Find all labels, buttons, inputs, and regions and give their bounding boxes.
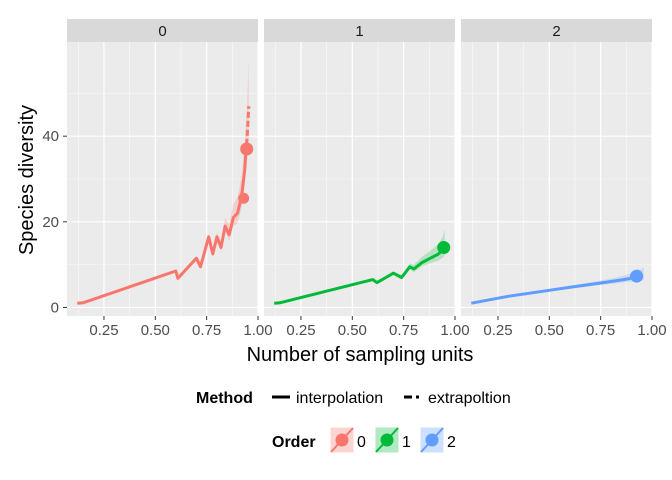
legend-order-label: 2	[447, 434, 456, 451]
facet-strip-label: 0	[158, 23, 166, 40]
facet-panel-1: 1	[264, 19, 456, 316]
legend-order-label: 1	[402, 434, 411, 451]
legend-label-extrapolation: extrapoltion	[428, 390, 511, 407]
extrapolation-line	[245, 106, 251, 145]
y-tick-label: 0	[51, 299, 59, 316]
x-tick-label: 0.25	[89, 322, 118, 339]
x-axis-title: Number of sampling units	[247, 344, 474, 366]
legend-order-keys: 0 1 2	[330, 427, 456, 453]
y-axis-title: Species diversity	[16, 105, 38, 255]
x-tick-label: 1.00	[440, 322, 469, 339]
x-tick-label: 0.50	[535, 322, 564, 339]
legend-order-key-2: 2	[420, 427, 456, 453]
facet-strip-label: 1	[355, 23, 363, 40]
interpolation-line	[77, 144, 249, 305]
x-tick-label: 0.50	[338, 322, 367, 339]
facet-panels: 0 1 2	[67, 19, 653, 316]
legend-order-label: 0	[357, 434, 366, 451]
x-tick-label: 0.75	[192, 322, 221, 339]
interpolation-line	[471, 276, 636, 305]
observed-point	[437, 241, 451, 254]
observed-point	[630, 269, 644, 283]
facet-panel-2: 2	[461, 19, 653, 316]
x-tick-label: 0.25	[286, 322, 315, 339]
x-tick-label: 1.00	[637, 322, 666, 339]
x-tick-label: 0.75	[389, 322, 418, 339]
legend-method-title: Method	[196, 390, 253, 407]
y-axis: 0 20 40	[42, 128, 67, 316]
observed-point	[238, 192, 250, 204]
facet-strip	[264, 19, 455, 42]
facet-strip	[67, 19, 258, 42]
legend-order-key-0: 0	[330, 427, 366, 453]
x-tick-label: 0.50	[141, 322, 170, 339]
legend-order-title: Order	[272, 434, 316, 451]
x-tick-label: 0.25	[483, 322, 512, 339]
facet-strip	[461, 19, 652, 42]
legend-key-point	[335, 433, 349, 447]
legend-key-point	[380, 433, 394, 447]
x-tick-label: 1.00	[243, 322, 272, 339]
y-tick-label: 40	[42, 128, 59, 145]
interpolation-line	[274, 248, 444, 305]
facet-strip-label: 2	[552, 23, 560, 40]
x-axis: 0.25 0.50 0.75 1.00 0.25 0.50 0.75 1.00 0.25 0.50…	[89, 316, 667, 339]
x-tick-label: 0.75	[586, 322, 615, 339]
observed-point	[240, 142, 254, 156]
legend-method: Method interpolation extrapoltion	[196, 390, 511, 407]
legend-key-point	[425, 433, 439, 447]
legend-label-interpolation: interpolation	[296, 390, 383, 407]
facet-panel-0: 0	[67, 19, 259, 316]
y-tick-label: 20	[42, 214, 59, 231]
legend-order-key-1: 1	[375, 427, 411, 453]
legend-order: Order 0 1 2	[272, 427, 456, 453]
